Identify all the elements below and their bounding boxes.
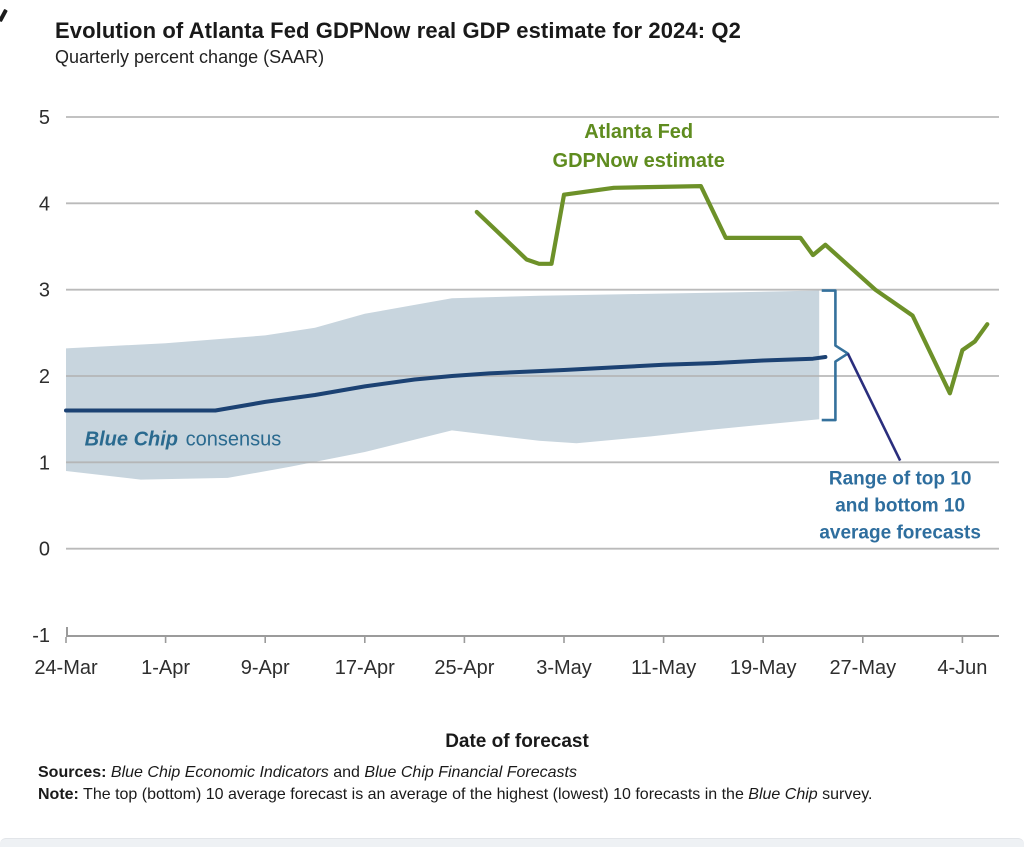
chart-title: Evolution of Atlanta Fed GDPNow real GDP… [55,18,741,43]
y-tick-label-4: 4 [39,193,50,215]
gdpnow-series-label-line1: Atlanta Fed [584,121,694,144]
x-tick-label-19-May: 19-May [730,657,797,679]
range-annotation-label: Range of top 10 and bottom 10 average fo… [819,465,981,546]
range-annotation-line1: Range of top 10 [828,468,972,489]
bluechip-consensus-line [64,355,828,413]
y-tick-label--1: -1 [32,625,50,647]
gdpnow-series-label-line2: GDPNow estimate [552,150,725,173]
bluechip-series-label-rest: consensus [180,428,282,451]
note-text-1: The top (bottom) 10 average forecast is … [83,785,749,803]
footnotes: Sources: Blue Chip Economic Indicators a… [38,762,918,805]
note-label: Note: [38,785,79,803]
x-tick-label-3-May: 3-May [536,657,592,679]
x-tick-label-11-May: 11-May [631,657,696,679]
gdpnow-line [474,184,990,396]
x-tick-label-25-Apr: 25-Apr [434,657,494,679]
x-tick-label-4-Jun: 4-Jun [937,657,987,679]
sources-italic-1: Blue Chip Economic Indicators [110,764,329,781]
y-tick-label-3: 3 [39,280,50,302]
range-annotation-line2: and bottom 10 [835,495,966,516]
range-bracket [821,289,850,422]
y-tick-label-5: 5 [39,107,50,129]
range-annotation-leader-line [846,352,902,462]
sources-italic-2: Blue Chip Financial Forecasts [364,764,577,781]
note-text-2: survey. [817,785,873,803]
sources-mid: and [328,764,365,781]
x-axis-title: Date of forecast [445,731,589,752]
bluechip-series-label: Blue Chip consensus [85,428,282,451]
bluechip-series-label-italic: Blue Chip [84,428,179,451]
bottom-strip [0,838,1024,847]
gdpnow-series-label: Atlanta Fed GDPNow estimate [553,118,725,176]
sources-line: Sources: Blue Chip Economic Indicators a… [38,762,918,784]
x-tick-label-24-Mar: 24-Mar [34,657,98,679]
screen-artifact [0,8,8,23]
y-tick-label-2: 2 [39,366,50,388]
sources-label: Sources: [38,764,107,781]
x-tick-label-17-Apr: 17-Apr [335,657,395,679]
chart-subtitle: Quarterly percent change (SAAR) [55,47,325,67]
x-tick-label-1-Apr: 1-Apr [141,657,190,679]
range-annotation-line3: average forecasts [819,522,981,543]
x-tick-label-27-May: 27-May [829,657,896,679]
note-italic: Blue Chip [748,785,818,803]
y-tick-label-0: 0 [39,539,50,561]
y-tick-label-1: 1 [39,452,50,474]
x-tick-label-9-Apr: 9-Apr [241,657,290,679]
note-line: Note: The top (bottom) 10 average foreca… [38,784,918,806]
